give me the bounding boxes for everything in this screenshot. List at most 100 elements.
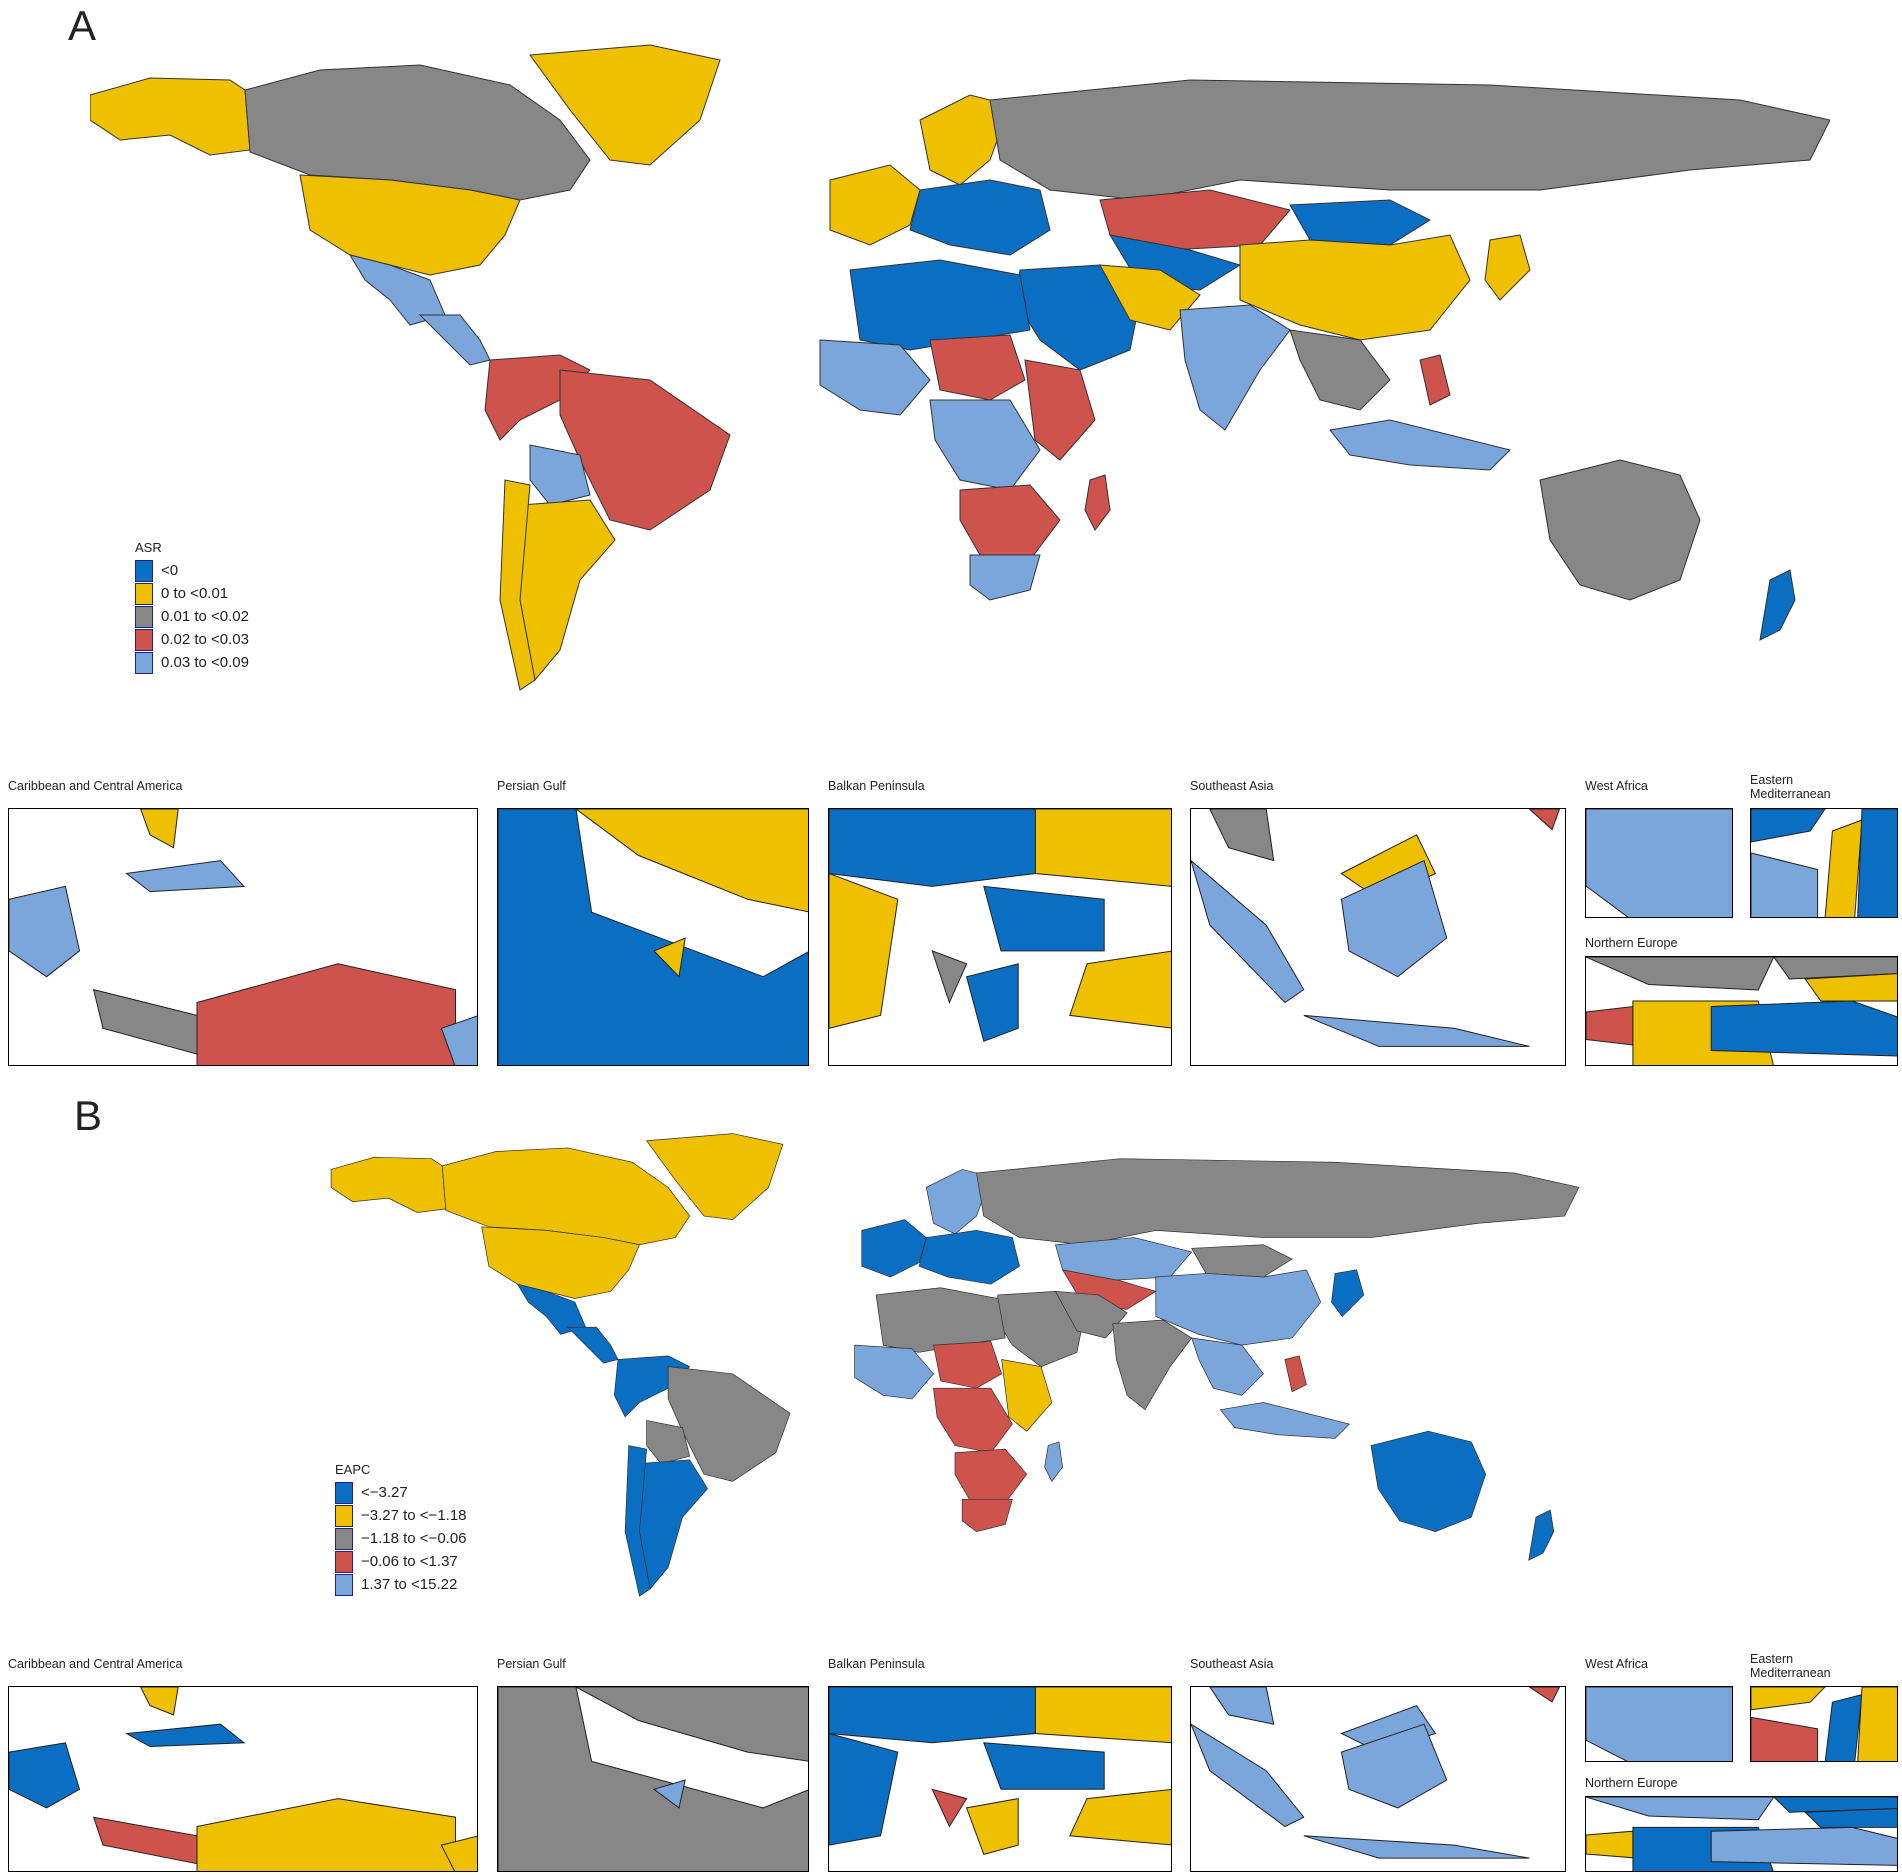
legend-label: 1.37 to <15.22 [361, 1576, 458, 1593]
inset-region [1528, 1687, 1561, 1703]
legend-item: −0.06 to <1.37 [335, 1550, 467, 1573]
region-scandinavia [925, 1169, 992, 1235]
inset-title-southeast-asia: Southeast Asia [1190, 779, 1274, 793]
inset-balkan [828, 1686, 1172, 1872]
legend-item: <0 [135, 559, 249, 582]
panel-a-letter: A [68, 2, 97, 49]
inset-map [1586, 1687, 1732, 1761]
inset-balkan [828, 808, 1172, 1066]
region-north-africa [849, 259, 1031, 351]
inset-map [498, 1687, 808, 1871]
inset-region [652, 1779, 686, 1809]
region-indonesia [1329, 419, 1511, 471]
region-east-africa [1001, 1359, 1053, 1432]
region-chile [499, 479, 536, 691]
inset-region [931, 1788, 968, 1828]
region-philippines [1284, 1355, 1307, 1393]
inset-region [1586, 809, 1732, 917]
region-philippines [1419, 354, 1451, 406]
inset-title-persian-gulf: Persian Gulf [497, 779, 566, 793]
region-bolivia [529, 444, 591, 506]
inset-region [575, 809, 808, 913]
inset-northern-europe [1585, 1796, 1898, 1872]
region-central-africa [933, 1387, 1013, 1454]
inset-title-persian-gulf: Persian Gulf [497, 1657, 566, 1671]
inset-title-west-africa: West Africa [1585, 779, 1648, 793]
region-brazil [667, 1366, 791, 1482]
inset-title-west-africa: West Africa [1585, 1657, 1648, 1671]
inset-map [9, 809, 477, 1065]
inset-region [1209, 1687, 1275, 1725]
legend-swatch [135, 651, 153, 674]
region-india [1179, 304, 1291, 431]
inset-region [125, 860, 246, 893]
inset-region [1340, 859, 1448, 978]
inset-region [1191, 1723, 1305, 1828]
inset-map [829, 1687, 1171, 1856]
world-map-b [330, 1133, 1580, 1597]
region-bolivia [646, 1420, 691, 1464]
region-china [1239, 234, 1471, 341]
region-southeast-asia [1289, 329, 1391, 411]
legend-title: EAPC [335, 1462, 371, 1477]
legend-swatch [135, 582, 153, 605]
inset-region [1824, 819, 1863, 917]
inset-region [92, 988, 198, 1055]
region-east-africa [1024, 359, 1096, 461]
inset-region [1209, 809, 1275, 862]
inset-region [1069, 1789, 1171, 1846]
region-canada [441, 1147, 691, 1246]
region-south-africa [961, 1498, 1013, 1532]
region-central-america [566, 1326, 619, 1364]
inset-region [140, 809, 179, 849]
inset-map [1191, 809, 1561, 1047]
inset-region [575, 1687, 808, 1762]
legend-item: −3.27 to <−1.18 [335, 1504, 467, 1527]
inset-region [1340, 1723, 1448, 1809]
legend-swatch [135, 559, 153, 582]
inset-southeast-asia [1190, 1686, 1566, 1872]
inset-title-northern-europe: Northern Europe [1585, 1776, 1678, 1790]
legend-label: <−3.27 [361, 1484, 408, 1501]
inset-region [1586, 1797, 1775, 1821]
inset-region [1710, 1826, 1897, 1866]
inset-title-balkan: Balkan Peninsula [828, 1657, 925, 1671]
legend-label: −0.06 to <1.37 [361, 1553, 458, 1570]
inset-region [1586, 957, 1775, 991]
region-southeast-asia [1191, 1337, 1264, 1396]
region-eastern-europe [909, 179, 1051, 256]
inset-caribbean [8, 1686, 478, 1872]
inset-region [1069, 950, 1171, 1029]
region-japan [1331, 1269, 1365, 1318]
inset-region [829, 809, 1036, 887]
region-central-america [418, 314, 491, 366]
world-map-a [90, 44, 1830, 691]
inset-eastern-med [1750, 1686, 1898, 1762]
legend-b: EAPC <−3.27 −3.27 to <−1.18 −1.18 to <−0… [335, 1462, 467, 1596]
inset-map [1586, 1797, 1897, 1871]
inset-region [965, 963, 1019, 1042]
legend-label: 0.02 to <0.03 [161, 631, 249, 648]
region-west-africa [819, 339, 931, 416]
region-russia [989, 79, 1830, 201]
inset-title-eastern-med: Eastern Mediterranean [1750, 773, 1831, 801]
region-madagascar [1084, 474, 1111, 531]
inset-west-africa [1585, 1686, 1733, 1762]
inset-region [1773, 1797, 1897, 1813]
inset-region [829, 872, 899, 1029]
inset-region [124, 1723, 246, 1748]
region-new-zealand [1528, 1509, 1555, 1561]
legend-label: <0 [161, 562, 179, 579]
inset-map [1586, 809, 1732, 917]
region-western-europe [829, 164, 921, 246]
legend-item: 1.37 to <15.22 [335, 1573, 467, 1596]
legend-a: ASR <0 0 to <0.01 0.01 to <0.02 0.02 to … [135, 540, 249, 674]
inset-map [9, 1687, 477, 1871]
region-sahel [933, 1341, 1003, 1389]
inset-southeast-asia [1190, 808, 1566, 1066]
inset-region [498, 1687, 808, 1871]
inset-map [498, 809, 808, 1065]
inset-region [498, 809, 808, 1065]
inset-region [1303, 1835, 1530, 1859]
region-argentina [519, 499, 616, 682]
